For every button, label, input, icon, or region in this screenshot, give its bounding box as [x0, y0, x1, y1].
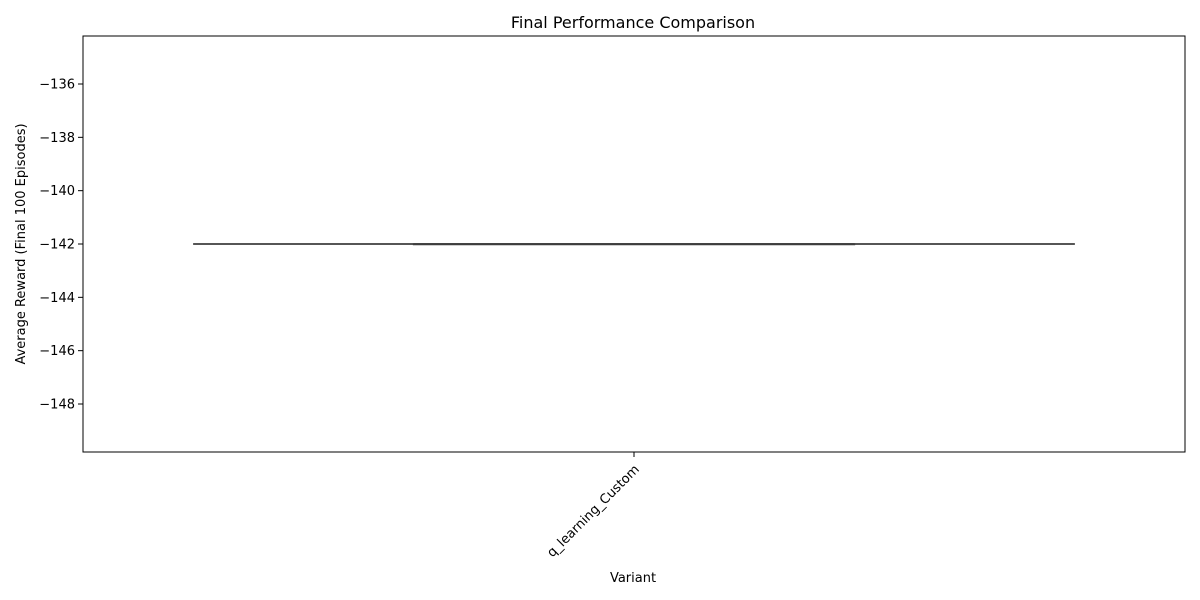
chart-title: Final Performance Comparison [511, 13, 755, 32]
y-axis-ticks: −136 −138 −140 −142 −144 −146 −148 [39, 78, 83, 413]
y-tick-label: −148 [39, 398, 75, 413]
box-plot-marks [193, 243, 1075, 246]
x-axis-label: Variant [610, 571, 656, 586]
y-tick-label: −140 [39, 184, 75, 199]
x-axis-ticks: q_learning_Custom [544, 452, 643, 561]
y-axis-label: Average Reward (Final 100 Episodes) [14, 123, 29, 364]
y-tick-label: −142 [39, 238, 75, 253]
y-tick-label: −136 [39, 78, 75, 93]
x-tick-label: q_learning_Custom [544, 462, 642, 560]
y-tick-label: −146 [39, 344, 75, 359]
y-tick-label: −138 [39, 131, 75, 146]
plot-area-frame [82, 35, 1186, 453]
y-tick-label: −144 [39, 291, 75, 306]
